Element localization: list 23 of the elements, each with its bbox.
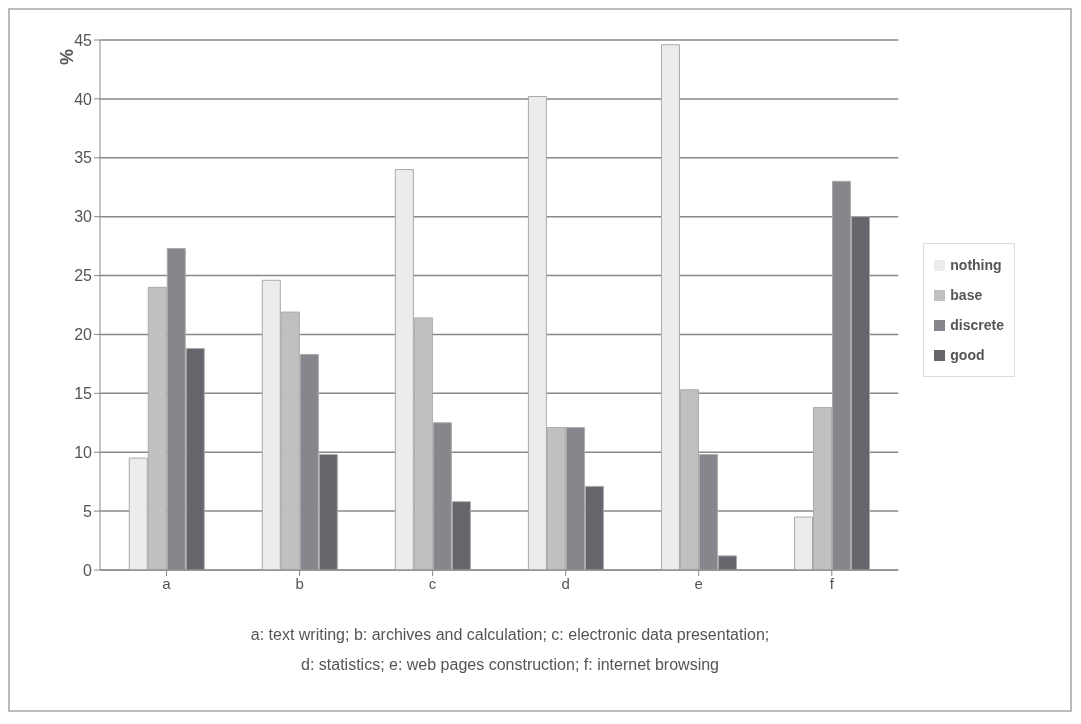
x-tick-label: b xyxy=(295,574,304,592)
y-tick-label: 25 xyxy=(74,267,93,285)
y-tick-label: 0 xyxy=(83,561,93,579)
y-tick-label: 30 xyxy=(74,208,93,226)
legend-label: good xyxy=(950,346,985,365)
x-tick-label: e xyxy=(694,574,703,592)
y-tick-label: 15 xyxy=(74,385,93,403)
legend-label: nothing xyxy=(950,256,1002,275)
x-tick-label: d xyxy=(561,574,570,592)
legend-label: base xyxy=(950,286,983,305)
y-tick-label: 40 xyxy=(74,90,93,108)
x-tick-label: c xyxy=(428,574,437,592)
y-tick-label: 20 xyxy=(74,326,93,344)
text: a: text writing; b: archives and calculation; c: electronic data presentation; xyxy=(249,625,771,645)
y-tick-label: 10 xyxy=(74,443,93,461)
legend-label: discrete xyxy=(950,316,1004,335)
x-tick-label: a xyxy=(162,574,172,592)
y-axis-title: % xyxy=(56,48,77,65)
y-tick-label: 45 xyxy=(74,31,93,49)
x-tick-label: f xyxy=(829,574,835,592)
y-tick-label: 5 xyxy=(83,502,93,520)
y-tick-label: 35 xyxy=(74,149,93,167)
text: d: statistics; e: web pages construction; f: internet browsing xyxy=(300,655,720,675)
